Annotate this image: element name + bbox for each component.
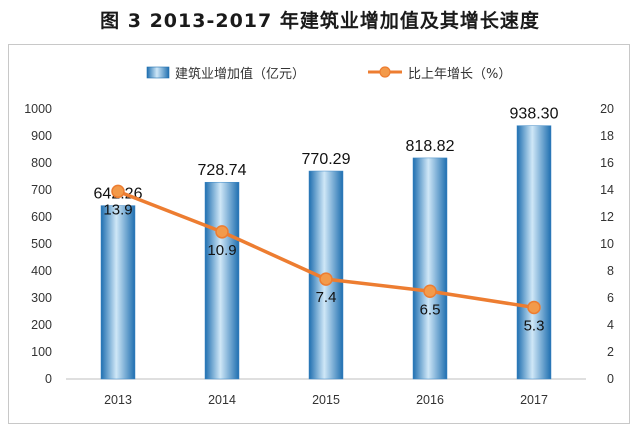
left-tick-label: 400: [31, 264, 52, 278]
right-tick-label: 14: [600, 183, 614, 197]
legend: 建筑业增加值（亿元） 比上年增长（%）: [146, 66, 511, 82]
legend-label-bar: 建筑业增加值（亿元）: [175, 66, 305, 82]
line-value-label: 5.3: [524, 317, 545, 334]
line-value-label: 13.9: [103, 201, 132, 218]
right-tick-label: 12: [600, 210, 614, 224]
x-tick-label: 2017: [520, 393, 548, 407]
chart-title: 图 3 2013-2017 年建筑业增加值及其增长速度: [100, 10, 540, 32]
left-axis-ticks: 0 100 200 300 400 500 600 700 800 900 1000: [24, 102, 52, 386]
right-tick-label: 6: [607, 291, 614, 305]
x-tick-label: 2015: [312, 393, 340, 407]
right-axis-ticks: 0 2 4 6 8 10 12 14 16 18 20: [600, 102, 614, 386]
right-tick-label: 8: [607, 264, 614, 278]
left-tick-label: 600: [31, 210, 52, 224]
right-tick-label: 2: [607, 345, 614, 359]
right-tick-label: 4: [607, 318, 614, 332]
bar-value-label: 818.82: [406, 138, 455, 155]
bar-value-label: 770.29: [302, 151, 351, 168]
right-tick-label: 20: [600, 102, 614, 116]
right-tick-label: 18: [600, 129, 614, 143]
left-tick-label: 300: [31, 291, 52, 305]
legend-swatch-bar: [146, 66, 170, 79]
x-axis-ticks: 2013 2014 2015 2016 2017: [104, 393, 548, 407]
left-tick-label: 700: [31, 183, 52, 197]
bar: [412, 157, 448, 380]
line-value-label: 6.5: [420, 301, 441, 318]
left-tick-label: 100: [31, 345, 52, 359]
bar: [100, 205, 136, 380]
bar: [516, 125, 552, 380]
line-value-label: 7.4: [316, 289, 337, 306]
right-tick-label: 10: [600, 237, 614, 251]
right-tick-label: 16: [600, 156, 614, 170]
left-tick-label: 900: [31, 129, 52, 143]
line-marker: [423, 284, 437, 298]
left-tick-label: 0: [45, 372, 52, 386]
line-series: [111, 184, 541, 315]
line-marker: [111, 184, 125, 199]
line-marker: [215, 225, 229, 239]
bar: [204, 181, 240, 380]
x-tick-label: 2013: [104, 393, 132, 407]
bar-series: [100, 125, 552, 380]
line-marker: [527, 300, 541, 315]
chart-frame: [8, 44, 630, 424]
x-tick-label: 2014: [208, 393, 236, 407]
line-marker: [319, 272, 333, 286]
line-value-label: 10.9: [207, 242, 236, 259]
bar-value-label: 938.30: [510, 106, 559, 123]
x-tick-label: 2016: [416, 393, 444, 407]
left-tick-label: 1000: [24, 102, 52, 116]
left-tick-label: 200: [31, 318, 52, 332]
left-tick-label: 800: [31, 156, 52, 170]
left-tick-label: 500: [31, 237, 52, 251]
line-value-labels: 13.9 10.9 7.4 6.5 5.3: [103, 201, 544, 334]
right-tick-label: 0: [607, 372, 614, 386]
legend-swatch-marker: [379, 66, 391, 78]
bar-value-label: 728.74: [198, 162, 247, 179]
legend-label-line: 比上年增长（%）: [408, 67, 511, 82]
